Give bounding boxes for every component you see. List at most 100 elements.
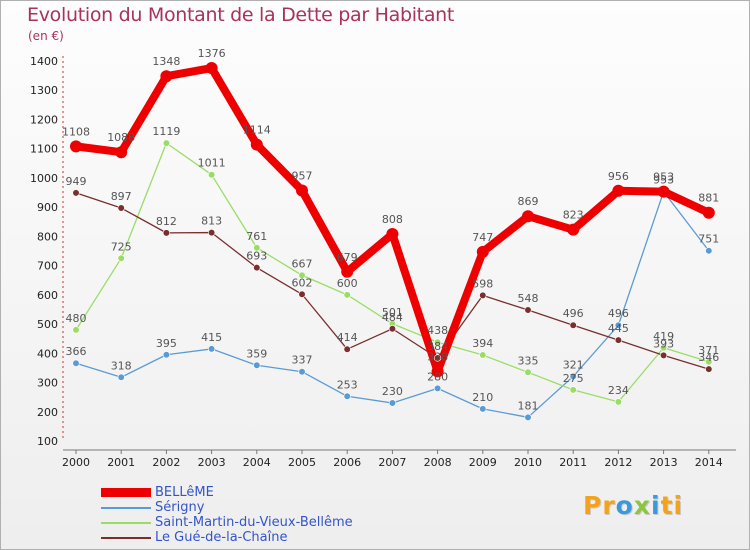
data-label: 337 [292,354,313,367]
data-label: 823 [563,209,584,222]
data-point [160,70,173,83]
data-label: 1376 [198,47,226,60]
legend-swatch-serigny [101,507,151,509]
data-label: 667 [292,257,313,270]
data-label: 280 [427,370,448,383]
data-label: 501 [382,306,403,319]
data-point [298,290,306,298]
y-tick-label: 200 [37,406,58,419]
y-tick-label: 1100 [30,143,58,156]
data-point [72,189,80,197]
data-point [431,365,444,378]
data-point [162,139,170,147]
data-point [162,229,170,237]
data-point [253,244,261,252]
data-label: 598 [472,277,493,290]
data-label: 496 [608,307,629,320]
data-label: 953 [653,174,674,187]
data-point [614,398,623,406]
y-tick-label: 1400 [30,55,58,68]
data-label: 419 [653,330,674,343]
legend-swatch-saint-martin [101,522,151,524]
data-point [208,345,216,353]
data-label: 747 [472,231,493,244]
data-label: 395 [156,337,177,350]
data-point [612,184,625,197]
data-label: 1108 [62,125,90,138]
data-label: 1119 [152,125,180,138]
data-label: 496 [563,307,584,320]
data-label: 808 [382,213,403,226]
legend-swatch-le-gue [101,537,151,539]
data-point [117,204,125,212]
y-tick-label: 1300 [30,84,58,97]
data-point [705,365,713,373]
data-point [702,206,715,219]
data-point [117,373,125,381]
data-label: 812 [156,215,177,228]
data-point [657,185,670,198]
data-point [569,321,577,329]
data-point [479,291,487,300]
data-point [253,361,261,369]
data-label: 384 [427,340,448,353]
data-point [614,336,623,344]
chart-subtitle: (en €) [28,29,64,43]
data-label: 751 [698,233,719,246]
y-tick-label: 1200 [30,113,58,126]
data-point [343,345,351,353]
data-point [569,386,577,394]
data-label: 480 [66,312,87,325]
proxiti-logo: Proxiti [583,491,684,520]
data-point [476,245,489,258]
x-tick-label: 2008 [424,456,452,469]
data-label: 338 [427,350,448,363]
data-label: 1088 [107,131,135,144]
x-tick-label: 2011 [559,456,587,469]
x-tick-label: 2001 [107,456,135,469]
data-label: 869 [518,195,539,208]
data-point [70,140,82,153]
data-label: 949 [66,175,87,188]
data-point [386,228,399,241]
x-tick-label: 2005 [288,456,316,469]
data-point [524,368,532,376]
data-label: 1114 [243,124,271,137]
data-label: 484 [382,311,403,324]
data-point [524,306,532,314]
data-label: 415 [201,331,222,344]
data-point [208,171,216,179]
x-tick-label: 2000 [62,456,90,469]
data-label: 234 [608,384,629,397]
legend-swatch-belleme [101,488,151,497]
data-point [341,265,354,278]
data-point [343,291,351,299]
data-point [567,223,580,236]
data-label: 1011 [198,157,226,170]
data-point [162,351,170,359]
data-label: 445 [608,322,629,335]
x-tick-label: 2003 [198,456,226,469]
data-point [298,271,306,279]
data-point [115,146,128,159]
data-point [250,138,263,151]
data-label: 394 [472,337,493,350]
legend-label: Sérigny [155,500,205,515]
x-tick-label: 2007 [378,456,406,469]
data-point [614,321,623,329]
data-label: 318 [111,359,132,372]
data-point [205,62,218,75]
data-point [296,184,308,197]
data-point [253,264,261,272]
data-label: 881 [698,192,719,205]
data-label: 253 [337,378,358,391]
legend-label: Saint-Martin-du-Vieux-Bellême [155,515,353,530]
x-tick-label: 2014 [695,456,723,469]
x-tick-label: 2006 [333,456,361,469]
data-label: 600 [337,277,358,290]
data-point [343,392,351,400]
data-point [479,405,487,413]
data-label: 366 [66,345,87,358]
data-label: 813 [201,215,222,228]
data-label: 957 [292,169,313,182]
